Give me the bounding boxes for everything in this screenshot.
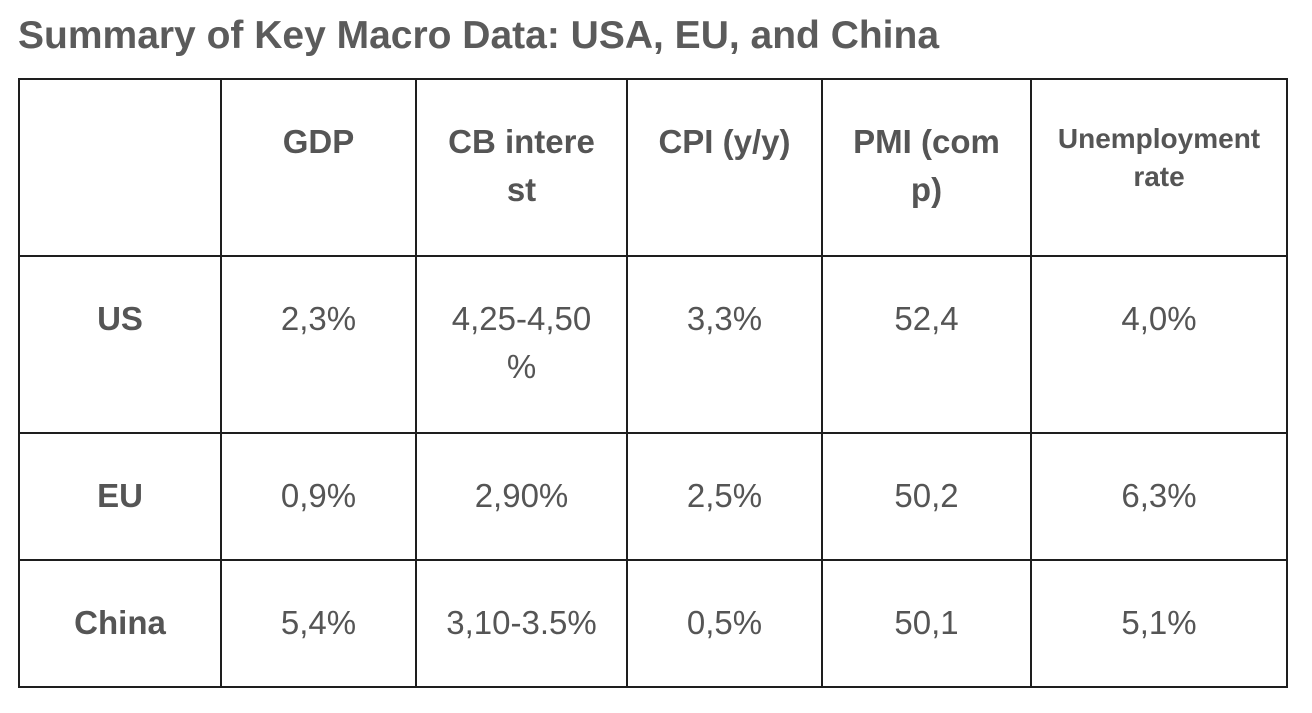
row-label-eu: EU xyxy=(18,432,222,561)
cell-eu-pmi: 50,2 xyxy=(821,432,1032,561)
cell-us-cpi: 3,3% xyxy=(626,255,823,434)
table-row: US 2,3% 4,25-4,50 % 3,3% 52,4 4,0% xyxy=(18,255,1288,434)
cell-china-gdp: 5,4% xyxy=(220,559,417,688)
header-cell-pmi: PMI (comp) xyxy=(821,78,1032,257)
cell-eu-gdp: 0,9% xyxy=(220,432,417,561)
row-label-china: China xyxy=(18,559,222,688)
cell-china-unemployment: 5,1% xyxy=(1030,559,1288,688)
cell-eu-cb-interest: 2,90% xyxy=(415,432,628,561)
header-cell-cb-interest: CB interest xyxy=(415,78,628,257)
table-row: China 5,4% 3,10-3.5% 0,5% 50,1 5,1% xyxy=(18,559,1288,688)
header-cell-empty xyxy=(18,78,222,257)
header-cell-gdp: GDP xyxy=(220,78,417,257)
cell-eu-unemployment: 6,3% xyxy=(1030,432,1288,561)
cell-us-gdp: 2,3% xyxy=(220,255,417,434)
page-title: Summary of Key Macro Data: USA, EU, and … xyxy=(18,14,940,57)
cell-china-pmi: 50,1 xyxy=(821,559,1032,688)
cell-china-cb-interest: 3,10-3.5% xyxy=(415,559,628,688)
row-label-us: US xyxy=(18,255,222,434)
cell-china-cpi: 0,5% xyxy=(626,559,823,688)
table-row: EU 0,9% 2,90% 2,5% 50,2 6,3% xyxy=(18,432,1288,561)
cell-us-pmi: 52,4 xyxy=(821,255,1032,434)
macro-data-table: GDP CB interest CPI (y/y) PMI (comp) Une… xyxy=(18,78,1288,688)
table-header-row: GDP CB interest CPI (y/y) PMI (comp) Une… xyxy=(18,78,1288,257)
cell-eu-cpi: 2,5% xyxy=(626,432,823,561)
header-cell-cpi: CPI (y/y) xyxy=(626,78,823,257)
cell-us-cb-interest: 4,25-4,50 % xyxy=(415,255,628,434)
cell-us-unemployment: 4,0% xyxy=(1030,255,1288,434)
header-cell-unemployment-rate: Unemployment rate xyxy=(1030,78,1288,257)
